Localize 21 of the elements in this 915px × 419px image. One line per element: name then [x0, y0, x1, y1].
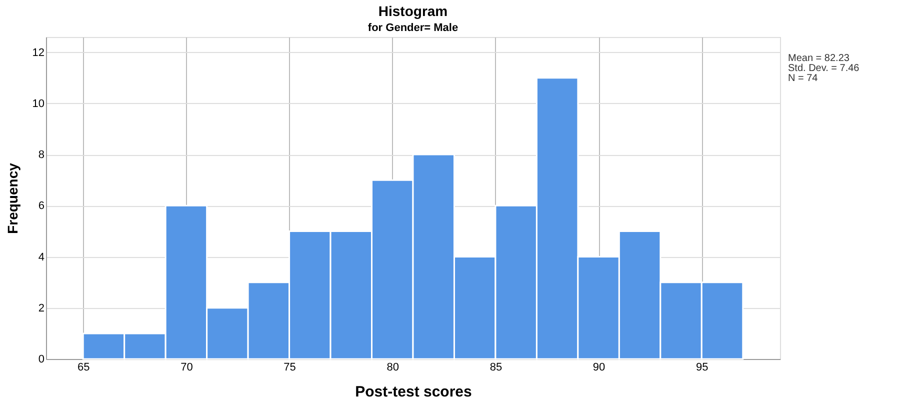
- x-axis-title: Post-test scores: [355, 384, 472, 400]
- y-tick-label: 0: [38, 354, 44, 366]
- y-tick-label: 8: [38, 149, 44, 162]
- x-tick-label: 65: [77, 362, 90, 374]
- y-axis-title: Frequency: [4, 162, 20, 234]
- x-tick-label: 80: [386, 362, 400, 374]
- x-tick-label: 70: [180, 362, 193, 374]
- text: Mean = 82.23: [788, 53, 850, 64]
- chart-subtitle: for Gender= Male: [368, 22, 458, 34]
- y-tick-label: 12: [32, 46, 44, 59]
- y-tick-label: 4: [38, 251, 44, 264]
- text: N = 74: [788, 73, 818, 84]
- chart-title: Histogram: [378, 3, 448, 19]
- y-tick-label: 6: [38, 200, 44, 212]
- x-tick-label: 90: [592, 362, 606, 374]
- x-tick-label: 85: [490, 362, 502, 374]
- x-tick-label: 75: [284, 362, 296, 374]
- x-tick-label: 95: [696, 362, 708, 374]
- y-tick-label: 10: [32, 98, 44, 110]
- y-tick-label: 2: [38, 302, 44, 314]
- text: Std. Dev. = 7.46: [788, 63, 860, 74]
